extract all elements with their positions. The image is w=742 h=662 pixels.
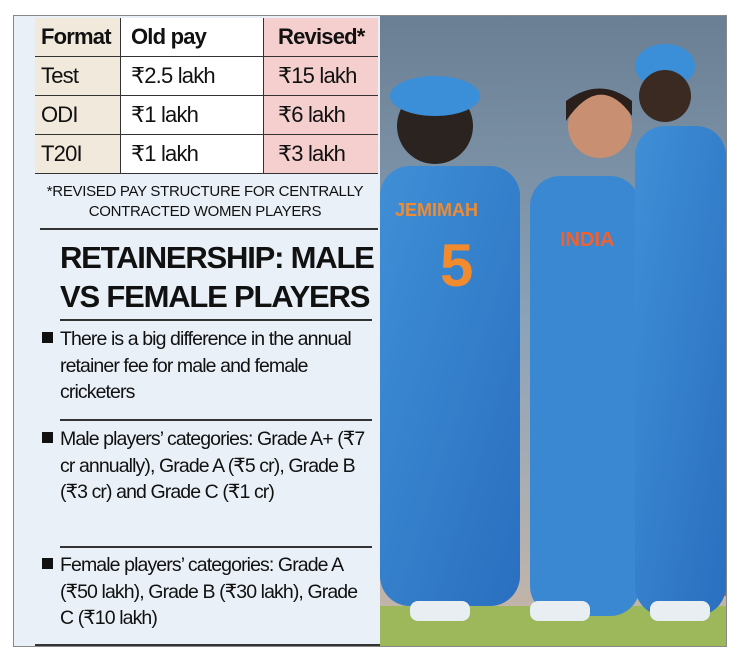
cell-old-pay: ₹2.5 lakh bbox=[120, 56, 264, 96]
footnote: *REVISED PAY STRUCTURE FOR CENTRALLY CON… bbox=[30, 182, 380, 222]
footnote-line: CONTRACTED WOMEN PLAYERS bbox=[88, 203, 322, 220]
cell-revised: ₹3 lakh bbox=[263, 134, 378, 174]
divider bbox=[60, 546, 372, 548]
bullet-item: There is a big difference in the annual … bbox=[42, 326, 372, 406]
cell-format: ODI bbox=[35, 95, 121, 135]
heading-line: VS FEMALE PLAYERS bbox=[60, 279, 370, 314]
divider bbox=[60, 319, 372, 321]
table-row: T20I ₹1 lakh ₹3 lakh bbox=[35, 134, 378, 174]
divider bbox=[40, 228, 378, 230]
bullet-text: There is a big difference in the annual … bbox=[60, 328, 352, 403]
jersey-chest-logo: INDIA bbox=[560, 229, 614, 251]
divider bbox=[35, 644, 380, 646]
players-celebration-image: 5 JEMIMAH INDIA bbox=[380, 16, 726, 646]
team-photo: 5 JEMIMAH INDIA bbox=[380, 16, 726, 646]
jersey-name: JEMIMAH bbox=[395, 200, 478, 220]
header-revised: Revised* bbox=[263, 18, 378, 57]
section-heading: RETAINERSHIP: MALE VS FEMALE PLAYERS bbox=[60, 238, 380, 316]
bullet-item: Female players’ categories: Grade A (₹50… bbox=[42, 552, 372, 632]
table-header-row: Format Old pay Revised* bbox=[35, 18, 378, 57]
table-row: ODI ₹1 lakh ₹6 lakh bbox=[35, 95, 378, 135]
bullet-text: Male players’ categories: Grade A+ (₹7 c… bbox=[60, 428, 365, 503]
bullet-item: Male players’ categories: Grade A+ (₹7 c… bbox=[42, 426, 372, 506]
bullet-square-icon bbox=[42, 432, 53, 443]
cell-revised: ₹15 lakh bbox=[263, 56, 378, 96]
cell-old-pay: ₹1 lakh bbox=[120, 134, 264, 174]
footnote-line: *REVISED PAY STRUCTURE FOR CENTRALLY bbox=[46, 183, 364, 200]
bullet-square-icon bbox=[42, 332, 53, 343]
cell-revised: ₹6 lakh bbox=[263, 95, 378, 135]
header-format: Format bbox=[35, 18, 121, 57]
cell-format: T20I bbox=[35, 134, 121, 174]
heading-line: RETAINERSHIP: MALE bbox=[60, 240, 375, 275]
header-old-pay: Old pay bbox=[120, 18, 264, 57]
jersey-number: 5 bbox=[440, 232, 473, 299]
pay-table: Format Old pay Revised* Test ₹2.5 lakh ₹… bbox=[35, 18, 378, 174]
cell-format: Test bbox=[35, 56, 121, 96]
divider bbox=[60, 419, 372, 421]
cell-old-pay: ₹1 lakh bbox=[120, 95, 264, 135]
bullet-square-icon bbox=[42, 558, 53, 569]
bullet-text: Female players’ categories: Grade A (₹50… bbox=[60, 554, 358, 629]
table-row: Test ₹2.5 lakh ₹15 lakh bbox=[35, 56, 378, 96]
